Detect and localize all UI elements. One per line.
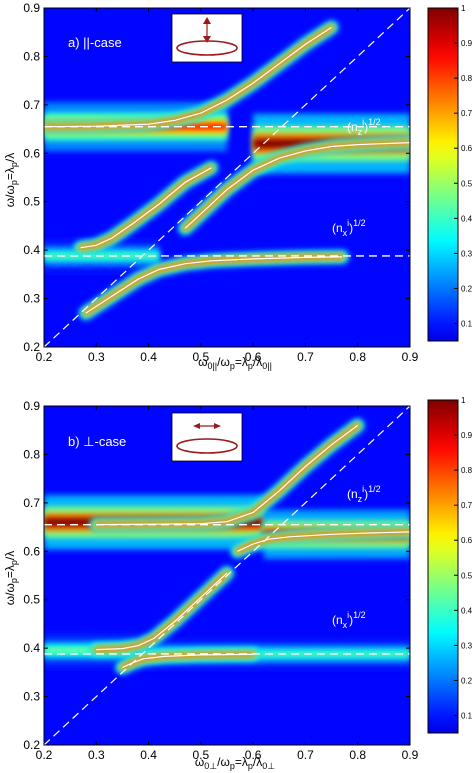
colorbar-tick-label: 0.3 (461, 641, 473, 650)
x-tick-label: 0.3 (88, 350, 105, 364)
y-tick-label: 0.5 (23, 195, 40, 209)
x-tick-label: 0.2 (36, 350, 53, 364)
x-tick-label: 0.5 (193, 350, 210, 364)
axes-frame-b (43, 405, 411, 746)
band-3-layer-3 (138, 651, 410, 657)
colorbar-tick-label: 1 (461, 4, 466, 13)
dashed-diagonal (44, 406, 410, 745)
inset-sketch-a (171, 13, 243, 63)
series-curve-middle (96, 572, 228, 651)
x-tick-label: 0.6 (245, 748, 262, 762)
x-axis-label-a: ω0||/ωp=λp/λ0|| (198, 355, 272, 371)
x-tick-label: 0.9 (402, 350, 419, 364)
colorbar-tick-label: 0.6 (461, 144, 473, 153)
colorbar-tick-label: 0.8 (461, 466, 473, 475)
y-tick-label: 0.6 (23, 146, 40, 160)
ring-icon (176, 438, 238, 454)
x-tick-label: 0.8 (349, 350, 366, 364)
colorbar-tick-label: 0.9 (461, 39, 473, 48)
x-tick-label: 0.8 (349, 748, 366, 762)
colorbar-tick-label: 0.4 (461, 606, 473, 615)
series-curve-upper (44, 26, 332, 128)
panel-a: 0.2 0.3 0.4 0.5 0.6 0.7 0.8 0.90.20.30.40.50.60… (3, 1, 473, 371)
y-tick-label: 0.5 (23, 593, 40, 607)
series-curve-middle-lower (184, 142, 410, 229)
y-tick-label: 0.7 (23, 98, 40, 112)
axes-frame-a (43, 7, 411, 348)
colorbar-tick-label: 0.8 (461, 74, 473, 83)
y-tick-label: 0.2 (23, 340, 40, 354)
y-tick-label: 0.8 (23, 49, 40, 63)
series-curve-lower (85, 256, 343, 314)
y-axis-label-a: ω/ωp=λp/λ (3, 153, 19, 207)
y-tick-label: 0.8 (23, 447, 40, 461)
y-tick-label: 0.6 (23, 544, 40, 558)
y-tick-label: 0.4 (23, 641, 40, 655)
colorbar-a: 0.1 0.2 0.3 0.4 0.5 0.6 0.7 0.8 0.9 1 (427, 4, 473, 342)
colorbar-tick-label: 0.5 (461, 571, 473, 580)
colorbar-tick-label: 0.4 (461, 214, 473, 223)
colorbar-tick-label: 1 (461, 396, 466, 405)
colorbar-gradient (427, 399, 459, 734)
colorbar-gradient (427, 7, 459, 342)
panel-label-a: a) ||-case (68, 35, 122, 50)
y-tick-label: 0.4 (23, 243, 40, 257)
colorbar-tick-label: 0.7 (461, 501, 473, 510)
y-axis-label-b: ω/ωp=λp/λ (3, 551, 19, 605)
y-tick-label: 0.9 (23, 1, 40, 15)
series-curve-middle (80, 167, 212, 249)
colorbar-tick-label: 0.1 (461, 319, 473, 328)
x-tick-label: 0.7 (297, 748, 314, 762)
ticks-b: 0.2 0.3 0.4 0.5 0.6 0.7 0.8 0.9 0.2 0.3 0.4 0.5 0.6 0… (23, 399, 418, 762)
colorbar-tick-label: 0.1 (461, 711, 473, 720)
x-tick-label: 0.7 (297, 350, 314, 364)
ticks-a: 0.2 0.3 0.4 0.5 0.6 0.7 0.8 0.9 0.2 0.3 0.4 0.5 0.6 0… (23, 1, 418, 364)
y-tick-label: 0.3 (23, 292, 40, 306)
x-tick-label: 0.2 (36, 748, 53, 762)
colorbar-tick-label: 0.2 (461, 284, 473, 293)
panel-label-b: b) ⊥-case (68, 434, 126, 449)
x-tick-label: 0.5 (193, 748, 210, 762)
inset-sketch-b (171, 412, 243, 462)
colorbar-tick-label: 0.5 (461, 179, 473, 188)
y-tick-label: 0.2 (23, 738, 40, 752)
x-tick-label: 0.9 (402, 748, 419, 762)
y-tick-label: 0.3 (23, 690, 40, 704)
overlay-lines-a (44, 8, 410, 347)
y-tick-label: 0.7 (23, 496, 40, 510)
dashed-diagonal (44, 8, 410, 347)
colorbar-tick-label: 0.3 (461, 249, 473, 258)
x-tick-label: 0.4 (140, 748, 157, 762)
colorbar-b: 0.1 0.2 0.3 0.4 0.5 0.6 0.7 0.8 0.9 1 (427, 396, 473, 734)
x-tick-label: 0.6 (245, 350, 262, 364)
colorbar-tick-label: 0.7 (461, 109, 473, 118)
y-tick-label: 0.9 (23, 399, 40, 413)
overlay-lines-b (44, 406, 410, 745)
colorbar-tick-label: 0.2 (461, 676, 473, 685)
panel-b: 0.2 0.3 0.4 0.5 0.6 0.7 0.8 0.90.20.30.40.50.60… (3, 396, 473, 771)
colorbar-tick-label: 0.9 (461, 431, 473, 440)
colorbar-tick-label: 0.6 (461, 536, 473, 545)
x-tick-label: 0.3 (88, 748, 105, 762)
series-curve-middle-upper (237, 531, 410, 552)
x-tick-label: 0.4 (140, 350, 157, 364)
